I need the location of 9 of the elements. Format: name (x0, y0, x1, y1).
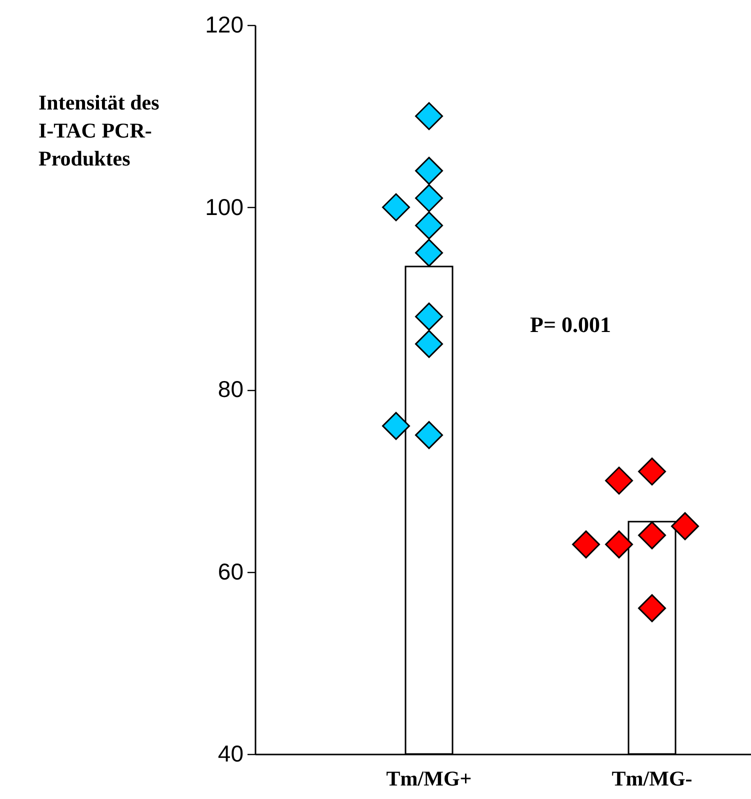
x-tick-label: Tm/MG+ (386, 766, 472, 790)
y-tick-label: 120 (205, 12, 244, 38)
annotation: P= 0.001 (530, 312, 611, 337)
y-tick-label: 60 (218, 558, 244, 584)
y-tick-label: 40 (218, 740, 244, 766)
y-tick-label: 80 (218, 376, 244, 402)
y-axis-title: Intensität des I-TAC PCR-Produktes (38, 90, 160, 170)
x-tick-label: Tm/MG- (612, 766, 692, 790)
y-tick-label: 100 (205, 194, 244, 220)
